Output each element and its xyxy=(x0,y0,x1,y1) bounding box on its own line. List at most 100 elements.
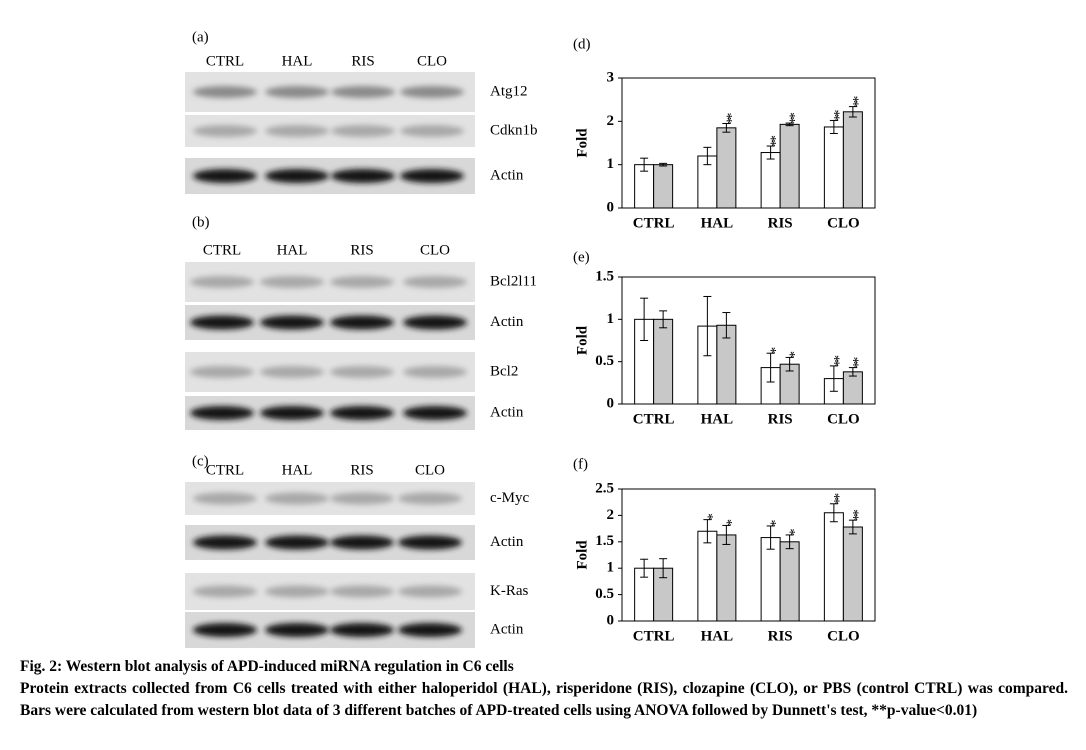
significance: ** xyxy=(826,355,842,367)
error-bar xyxy=(848,106,857,118)
y-tick-label: 0 xyxy=(607,395,615,411)
y-tick-label: 1 xyxy=(607,156,615,172)
error-bar xyxy=(722,524,731,545)
error-bar xyxy=(785,122,794,127)
blot-band xyxy=(190,276,254,288)
blot-band xyxy=(260,276,324,288)
blot-band xyxy=(260,366,324,378)
blot-band xyxy=(265,585,329,598)
x-tick-label: CTRL xyxy=(633,215,675,231)
blot-band xyxy=(330,406,394,420)
significance: * xyxy=(782,351,798,358)
lane-label: HAL xyxy=(282,462,313,478)
protein-label: Actin xyxy=(490,314,524,330)
y-tick-label: 0.5 xyxy=(595,586,614,602)
blot-band xyxy=(330,276,394,288)
error-bar xyxy=(848,519,857,535)
blot-band xyxy=(330,366,394,378)
panel-label: (a) xyxy=(192,29,209,45)
error-bar xyxy=(703,146,712,166)
significance: ** xyxy=(718,113,734,125)
blot-band xyxy=(193,492,257,505)
blot-band xyxy=(398,492,462,505)
bar xyxy=(823,126,844,209)
error-bar xyxy=(703,519,712,544)
lane-label: CTRL xyxy=(206,462,244,478)
blot-band xyxy=(265,169,329,183)
blot-band xyxy=(398,585,462,598)
bar xyxy=(653,318,674,405)
blot-band xyxy=(193,125,257,137)
blot-band xyxy=(403,276,467,288)
error-bar xyxy=(785,534,794,550)
significance: ** xyxy=(845,357,861,369)
significance: ** xyxy=(763,135,779,147)
x-tick-label: HAL xyxy=(701,628,734,644)
blot-band xyxy=(403,366,467,378)
protein-label: Actin xyxy=(490,621,524,637)
blot-band xyxy=(265,492,329,505)
significance: * xyxy=(699,513,715,520)
blot-band xyxy=(403,406,467,420)
blot-band xyxy=(193,585,257,598)
protein-label: K-Ras xyxy=(490,583,528,599)
lane-label: RIS xyxy=(350,462,373,478)
blot-band xyxy=(193,623,257,637)
blot-band xyxy=(331,86,395,98)
error-bar xyxy=(785,356,794,372)
x-tick-label: RIS xyxy=(768,628,793,644)
x-tick-label: CTRL xyxy=(633,628,675,644)
blot-band xyxy=(398,623,462,637)
blot-band xyxy=(331,125,395,137)
lane-label: CTRL xyxy=(206,53,244,69)
y-axis-label: Fold xyxy=(574,128,590,158)
panel-label: (c) xyxy=(192,453,209,469)
y-tick-label: 2.5 xyxy=(595,480,614,496)
protein-label: Actin xyxy=(490,534,524,550)
blot-band xyxy=(398,535,462,550)
plot-frame xyxy=(621,77,876,209)
blot-band xyxy=(265,125,329,137)
blot-band xyxy=(330,535,394,550)
blot-band xyxy=(400,169,464,183)
lane-label: CLO xyxy=(420,242,450,258)
bar xyxy=(779,123,800,209)
blot-band xyxy=(331,169,395,183)
significance: ** xyxy=(826,493,842,505)
plot-frame xyxy=(621,488,876,622)
bar xyxy=(779,541,800,622)
panel-label: (d) xyxy=(573,36,591,52)
y-tick-label: 0 xyxy=(607,612,615,628)
error-bar xyxy=(659,162,668,167)
caption: Fig. 2: Western blot analysis of APD-ind… xyxy=(20,656,1068,722)
lane-label: RIS xyxy=(351,53,374,69)
plot-frame xyxy=(621,276,876,405)
blot-band xyxy=(193,535,257,550)
error-bar xyxy=(659,310,668,329)
significance: * xyxy=(782,528,798,535)
blot-band xyxy=(330,315,394,330)
blot-band xyxy=(260,315,324,330)
bar xyxy=(842,371,863,405)
significance: ** xyxy=(782,112,798,124)
error-bar xyxy=(640,558,649,578)
error-bar xyxy=(829,503,838,523)
figure-graphics: (a) CTRL HAL RIS CLO Atg12 Cdkn1b Actin (b) CTRL H… xyxy=(185,29,876,648)
error-bar xyxy=(829,119,838,134)
significance: * xyxy=(763,519,779,526)
protein-label: Atg12 xyxy=(490,83,528,99)
error-bar xyxy=(722,123,731,133)
significance: ** xyxy=(845,509,861,521)
protein-label: Actin xyxy=(490,167,524,183)
protein-label: Cdkn1b xyxy=(490,122,538,138)
error-bar xyxy=(766,352,775,383)
blot-band xyxy=(400,125,464,137)
y-tick-label: 1 xyxy=(607,311,615,327)
panel-label: (f) xyxy=(573,456,588,472)
error-bar xyxy=(659,558,668,579)
bar xyxy=(760,152,781,209)
blot-band xyxy=(265,535,329,550)
x-tick-label: RIS xyxy=(768,411,793,427)
x-tick-label: RIS xyxy=(768,215,793,231)
significance: ** xyxy=(826,109,842,121)
